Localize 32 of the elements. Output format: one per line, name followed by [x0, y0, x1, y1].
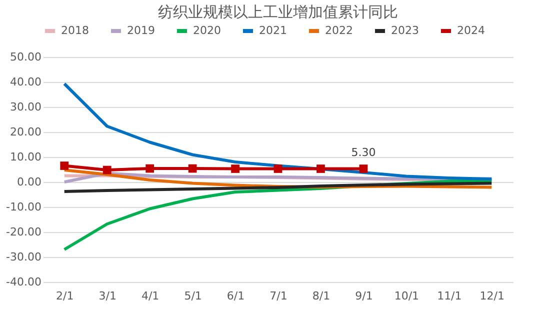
x-tick-label: 10/1 [394, 290, 420, 302]
legend-label: 2022 [325, 24, 353, 37]
chart-title: 纺织业规模以上工业增加值累计同比 [158, 3, 398, 21]
x-tick-label: 9/1 [355, 290, 373, 302]
y-tick-label: 40.00 [10, 76, 42, 88]
line-series [62, 82, 494, 180]
legend-label: 2021 [259, 24, 287, 37]
x-tick-label: 8/1 [312, 290, 330, 302]
x-tick-label: 5/1 [184, 290, 202, 302]
y-tick-label: 50.00 [10, 50, 42, 64]
y-tick-label: -40.00 [6, 276, 42, 288]
legend-label: 2018 [61, 24, 89, 37]
y-tick-label: -20.00 [6, 226, 42, 238]
y-tick-label: -30.00 [6, 250, 42, 264]
legend-label: 2020 [193, 24, 221, 37]
legend-label: 2024 [457, 24, 485, 37]
line-series [62, 182, 494, 193]
y-tick-label: -10.00 [6, 200, 42, 214]
x-tick-label: 12/1 [480, 290, 504, 302]
data-label: 5.30 [351, 146, 376, 159]
x-tick-label: 7/1 [270, 290, 288, 302]
x-tick-label: 2/1 [56, 290, 74, 302]
y-tick-label: 30.00 [10, 100, 42, 114]
x-tick-label: 11/1 [437, 290, 462, 302]
y-tick-label: 20.00 [10, 126, 42, 138]
x-tick-label: 3/1 [98, 290, 116, 302]
x-tick-label: 6/1 [226, 290, 245, 302]
legend-label: 2023 [391, 24, 419, 37]
y-tick-label: 10.00 [10, 150, 42, 164]
legend-label: 2019 [127, 24, 155, 37]
y-tick-label: 0.00 [17, 176, 42, 188]
x-tick-label: 4/1 [141, 290, 160, 302]
